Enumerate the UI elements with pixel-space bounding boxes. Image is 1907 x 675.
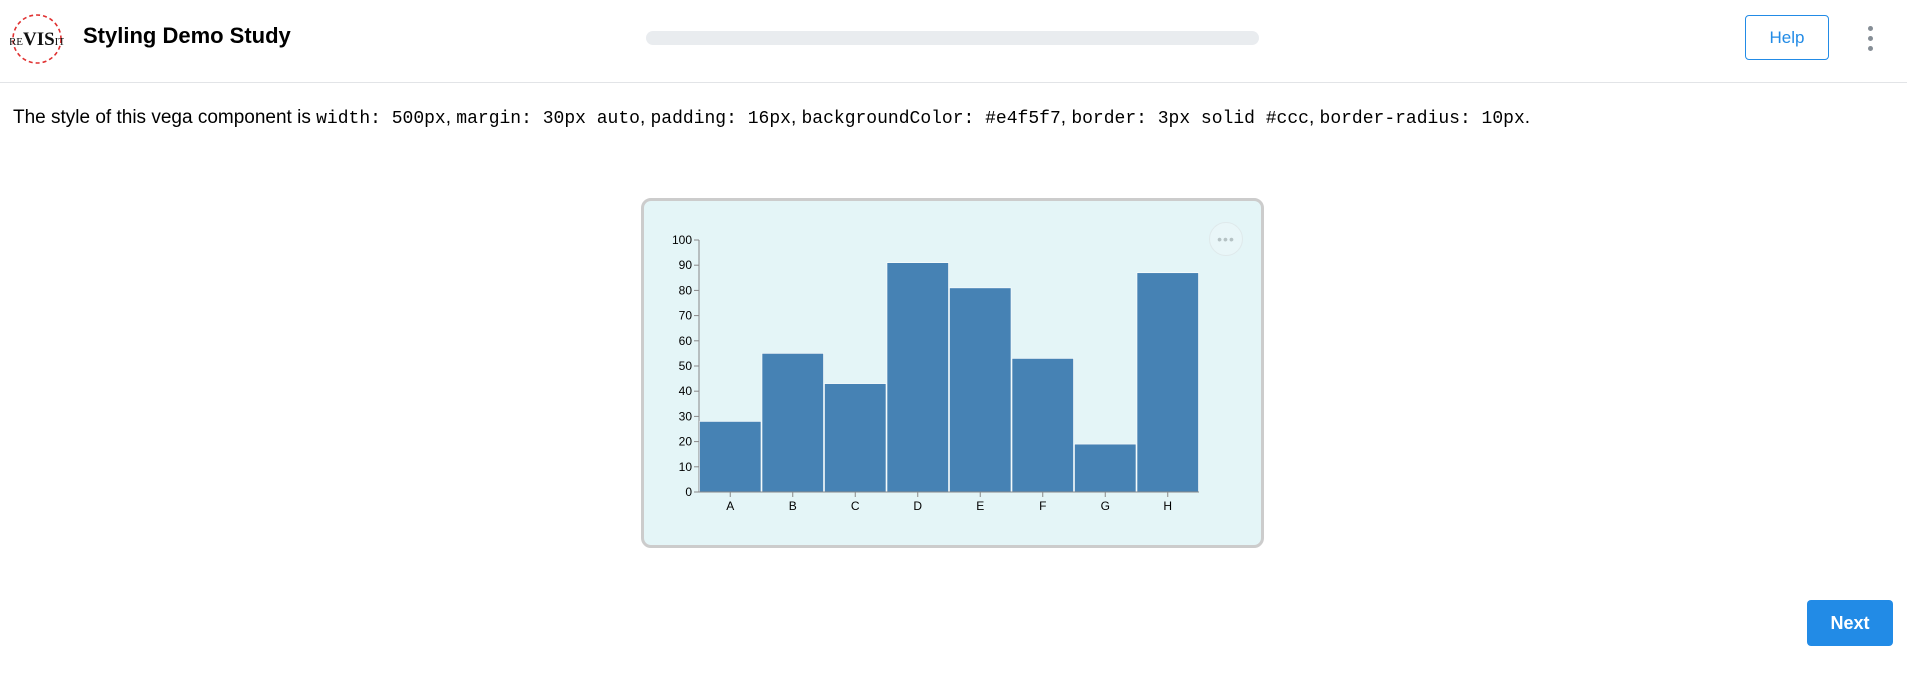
separator: ,	[639, 107, 651, 128]
separator: ,	[1308, 107, 1320, 128]
dots-vertical-icon[interactable]	[1860, 20, 1880, 56]
bar-chart: 0 10 20 30 40 50 60 70 80 90 100 A B C D E F G H	[672, 233, 1199, 513]
app-header: REVISIT Styling Demo Study Help	[0, 0, 1907, 83]
separator: ,	[445, 107, 457, 128]
description-suffix: .	[1524, 107, 1531, 128]
bar	[886, 262, 949, 493]
border-radius-code: border-radius: 10px	[1319, 109, 1525, 129]
bar	[1074, 443, 1137, 493]
study-title: Styling Demo Study	[83, 23, 291, 48]
y-tick-label: 60	[679, 334, 693, 348]
style-description: The style of this vega component is widt…	[13, 107, 1530, 129]
x-tick-label: G	[1101, 499, 1110, 513]
bar	[761, 353, 824, 493]
x-tick-label: F	[1039, 499, 1046, 513]
bar	[1011, 358, 1074, 493]
study-progress-bar	[646, 31, 1259, 45]
y-tick-label: 30	[679, 409, 693, 423]
x-tick-label: E	[976, 499, 984, 513]
x-tick-label: D	[913, 499, 922, 513]
x-tick-label: B	[789, 499, 797, 513]
x-tick-label: H	[1163, 499, 1172, 513]
bar	[1136, 272, 1199, 493]
separator: ,	[790, 107, 802, 128]
background-color-code: backgroundColor: #e4f5f7	[801, 109, 1061, 129]
y-tick-label: 70	[679, 309, 693, 323]
revisit-logo: REVISIT	[10, 14, 64, 64]
x-tick-label: C	[851, 499, 860, 513]
padding-code: padding: 16px	[650, 109, 791, 129]
bar	[824, 383, 887, 493]
border-code: border: 3px solid #ccc	[1071, 109, 1309, 129]
ellipsis-icon[interactable]: •••	[1209, 222, 1243, 256]
bar	[949, 287, 1012, 493]
description-prefix: The style of this vega component is	[13, 107, 317, 128]
y-tick-label: 100	[672, 233, 692, 247]
menu-dot	[1867, 45, 1873, 51]
x-axis: A B C D E F G H	[699, 491, 1199, 513]
separator: ,	[1060, 107, 1072, 128]
bars-group	[699, 262, 1199, 493]
next-button[interactable]: Next	[1807, 600, 1893, 646]
y-tick-label: 20	[679, 435, 693, 449]
y-tick-label: 50	[679, 359, 693, 373]
help-button[interactable]: Help	[1745, 15, 1829, 60]
menu-dot	[1867, 35, 1873, 41]
y-tick-label: 0	[685, 485, 692, 499]
x-tick-label: A	[726, 499, 734, 513]
y-tick-label: 10	[679, 460, 693, 474]
margin-code: margin: 30px auto	[456, 109, 640, 129]
width-code: width: 500px	[316, 109, 446, 129]
menu-dot	[1867, 25, 1873, 31]
svg-text:REVISIT: REVISIT	[10, 29, 64, 50]
y-tick-label: 90	[679, 258, 693, 272]
bar	[699, 421, 762, 493]
y-axis: 0 10 20 30 40 50 60 70 80 90 100	[672, 233, 700, 499]
y-tick-label: 80	[679, 283, 693, 297]
y-tick-label: 40	[679, 384, 693, 398]
